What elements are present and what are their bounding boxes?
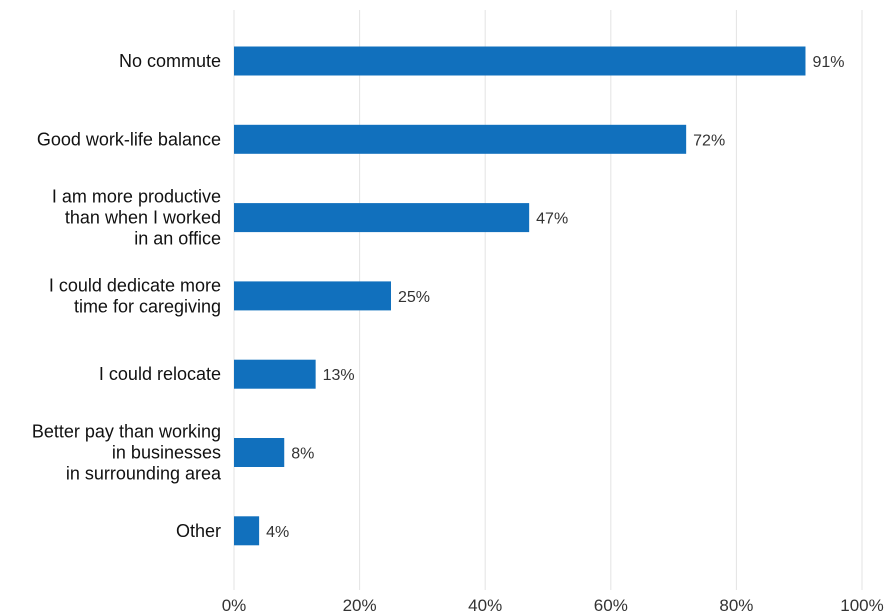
bar-2 [234,124,687,154]
category-labels: No commute Good work-life balance I am mor… [32,51,222,541]
category-label-7: Other [176,521,221,541]
value-label-7: 4% [266,524,289,541]
category-label-line: I could dedicate more [49,275,221,295]
category-label-line: than when I worked [65,208,221,228]
x-tick-label-60: 60% [594,596,628,615]
bar-7 [234,516,260,546]
category-label-5: I could relocate [99,364,221,384]
bars [234,46,806,546]
bar-5 [234,359,316,389]
category-label-line: time for caregiving [74,296,221,316]
category-label-line: I could relocate [99,364,221,384]
bar-4 [234,281,391,311]
category-label-3: I am more productive than when I worked in… [52,187,221,249]
x-tick-label-40: 40% [468,596,502,615]
category-label-line: in an office [134,229,221,249]
value-labels: 91% 72% 47% 25% 13% 8% 4% [266,54,844,541]
category-label-line: Other [176,521,221,541]
bar-1 [234,46,806,76]
value-label-3: 47% [536,211,568,228]
x-tick-label-80: 80% [719,596,753,615]
category-label-line: Good work-life balance [37,129,221,149]
category-label-6: Better pay than working in businesses in s… [32,422,222,484]
value-label-1: 91% [812,54,844,71]
value-label-4: 25% [398,289,430,306]
category-label-line: in businesses [112,443,221,463]
category-label-2: Good work-life balance [37,129,221,149]
value-label-5: 13% [323,367,355,384]
bar-3 [234,203,530,233]
grid-lines [233,10,863,590]
category-label-1: No commute [119,51,221,71]
category-label-line: Better pay than working [32,422,221,442]
category-label-line: I am more productive [52,187,221,207]
bar-6 [234,438,285,467]
category-label-4: I could dedicate more time for caregiving [49,275,221,316]
x-tick-label-100: 100% [840,596,883,615]
category-label-line: No commute [119,51,221,71]
category-label-line: in surrounding area [66,464,222,484]
value-label-6: 8% [291,446,314,463]
x-axis-ticks: 0% 20% 40% 60% 80% 100% [222,596,884,615]
x-tick-label-0: 0% [222,596,247,615]
x-tick-label-20: 20% [343,596,377,615]
value-label-2: 72% [693,132,725,149]
